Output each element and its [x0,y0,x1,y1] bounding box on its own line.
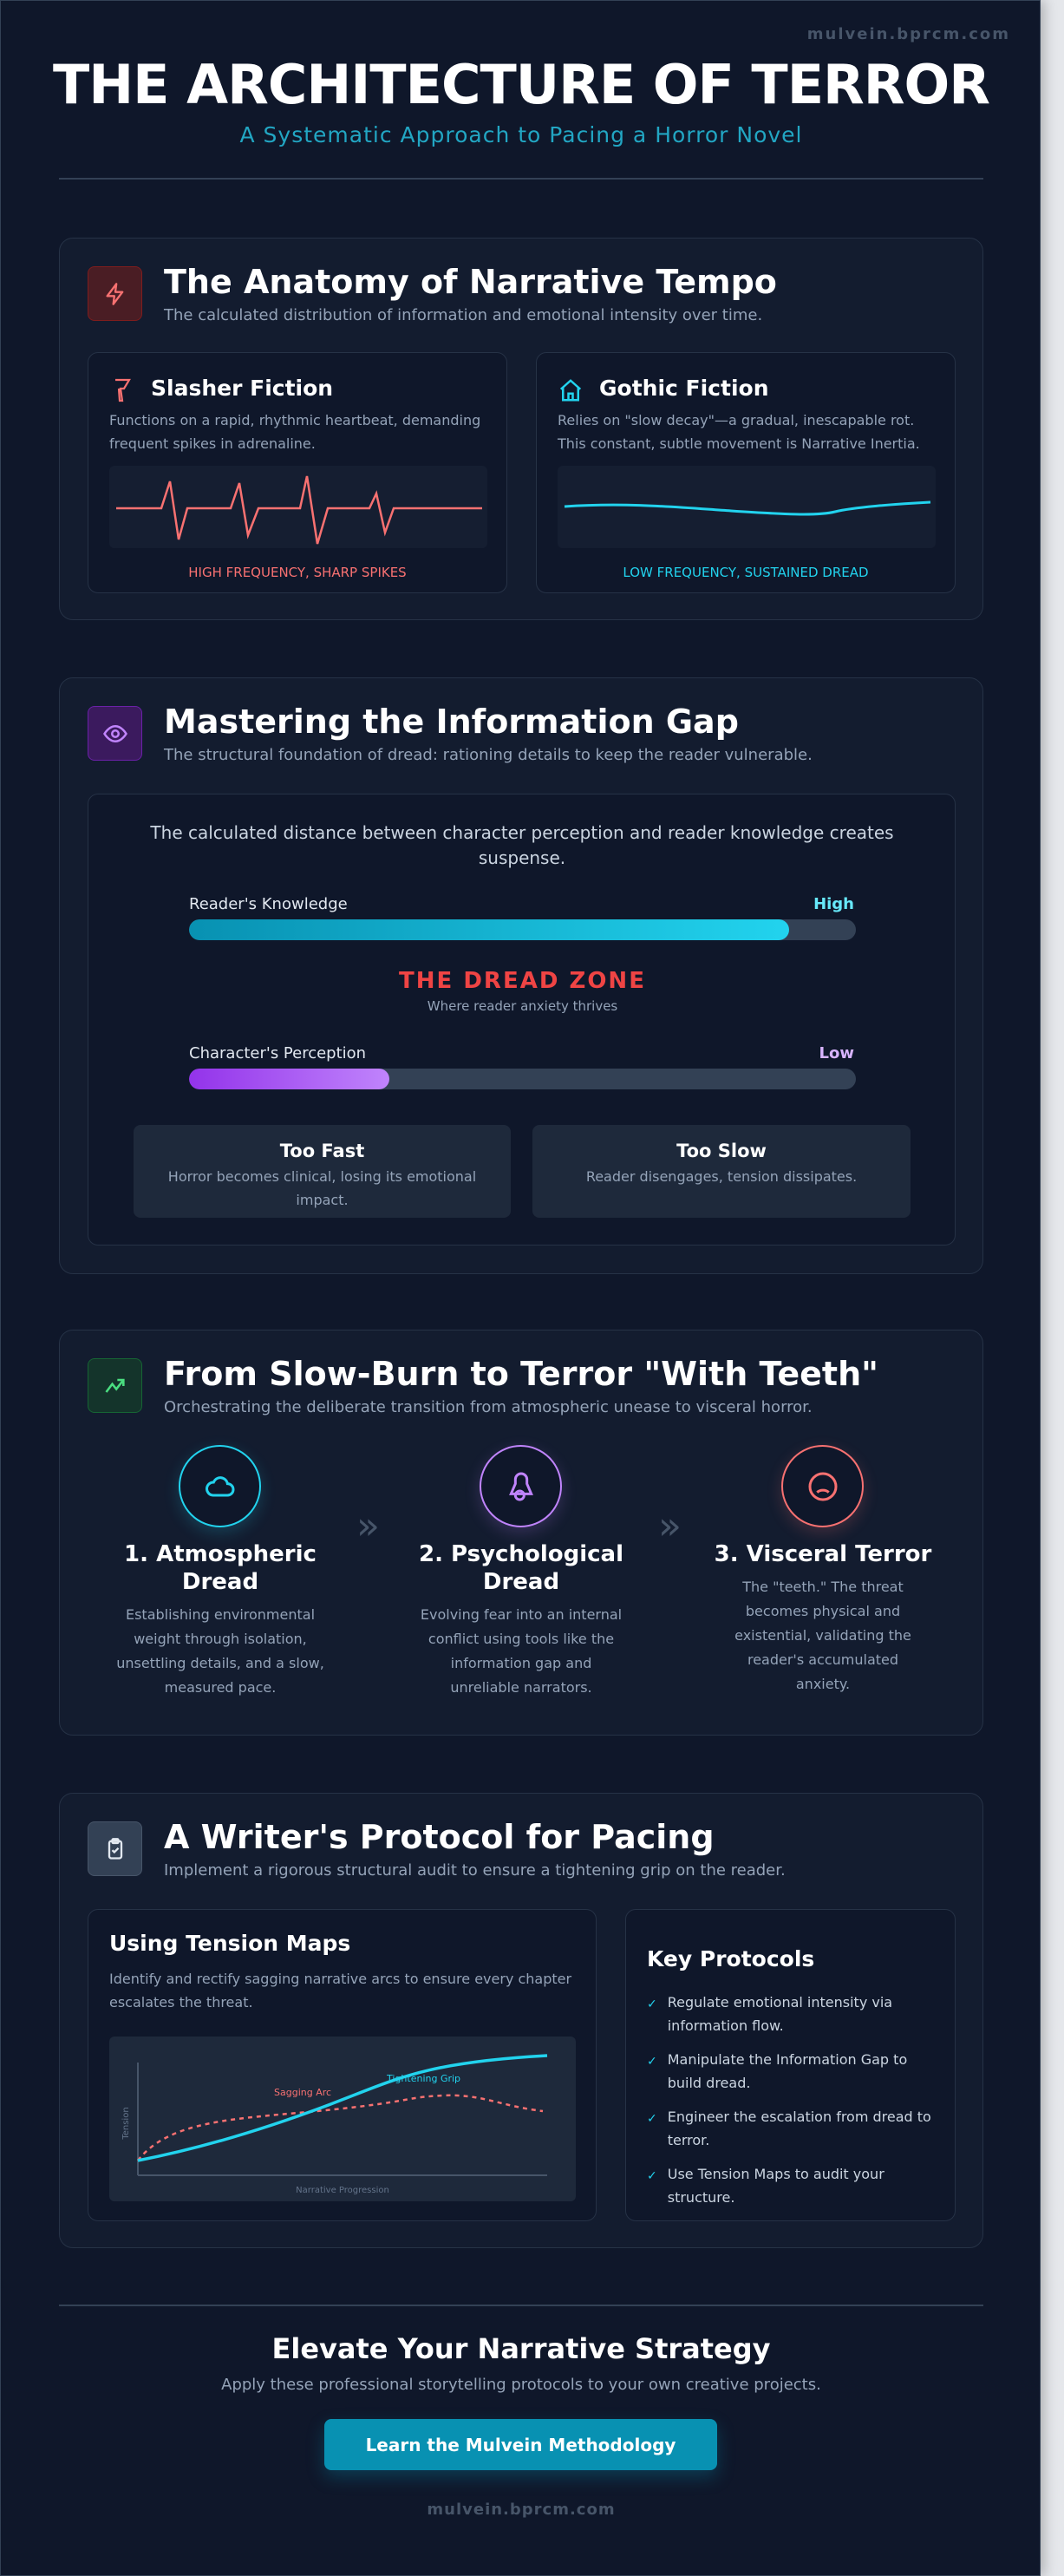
key-protocols-title: Key Protocols [647,1946,815,1971]
watermark: mulvein.bprcm.com [806,25,1010,43]
dread-zone-caption: Where reader anxiety thrives [427,998,618,1014]
frown-icon [808,1472,837,1500]
y-axis-label: Tension [121,2107,131,2140]
character-level: Low [819,1044,854,1062]
too-slow-title: Too Slow [676,1141,767,1161]
check-icon: ✓ [647,2169,657,2183]
gothic-label: LOW FREQUENCY, SUSTAINED DREAD [623,565,869,580]
learn-methodology-button[interactable]: Learn the Mulvein Methodology [324,2419,717,2470]
stage-title: 2. Psychological Dread [419,1541,623,1595]
divider [59,2305,983,2306]
gap-intro: The calculated distance between characte… [150,822,894,868]
slasher-title: Slasher Fiction [151,376,334,401]
stage-title: 3. Visceral Terror [714,1541,932,1567]
footer-text: Apply these professional storytelling pr… [221,2376,821,2394]
protocol-item: ✓ Regulate emotional intensity via inform… [647,1991,934,2037]
check-icon: ✓ [647,2055,657,2069]
character-perception-bar [189,1069,856,1089]
footer-url: mulvein.bprcm.com [427,2501,616,2519]
cloud-icon [205,1475,234,1496]
too-fast-text: Horror becomes clinical, losing its emot… [167,1168,477,1208]
dread-zone-title: THE DREAD ZONE [399,968,646,994]
chevrons-right-icon: » [658,1504,682,1548]
too-slow-box: Too Slow Reader disengages, tension diss… [532,1125,911,1218]
decay-wave [558,466,936,548]
protocol-item: ✓ Use Tension Maps to audit your structur… [647,2162,934,2209]
protocol-item: ✓ Manipulate the Information Gap to build… [647,2048,934,2095]
stage-description: Evolving fear into an internal conflict … [420,1606,623,1696]
clipboard-check-icon [88,1821,142,1876]
protocol-item: ✓ Engineer the escalation from dread to t… [647,2105,934,2152]
stage-title: 1. Atmospheric Dread [124,1541,317,1595]
slasher-label: HIGH FREQUENCY, SHARP SPIKES [188,565,407,580]
tempo-section: The Anatomy of Narrative Tempo The calcu… [59,238,983,620]
tightening-grip-label: Tightening Grip [386,2073,460,2084]
footer-title: Elevate Your Narrative Strategy [271,2332,771,2365]
too-slow-text: Reader disengages, tension dissipates. [585,1168,858,1185]
character-label: Character's Perception [189,1044,367,1062]
gap-section: Mastering the Information Gap The struct… [59,677,983,1274]
tension-maps-card: Using Tension Maps Identify and rectify … [88,1909,597,2221]
protocol-text: Use Tension Maps to audit your structure… [667,2166,884,2206]
sagging-arc-label: Sagging Arc [274,2087,331,2098]
knife-icon [115,378,131,402]
brain-stage-circle [480,1445,562,1527]
key-protocols-card: Key Protocols ✓ Regulate emotional intens… [625,1909,956,2221]
tension-map-chart: Sagging Arc Tightening Grip Tension Narr… [109,2037,576,2201]
section-title: From Slow-Burn to Terror "With Teeth" [164,1355,878,1393]
check-icon: ✓ [647,1997,657,2011]
page-subtitle: A Systematic Approach to Pacing a Horror… [239,122,803,147]
protocol-text: Engineer the escalation from dread to te… [667,2109,931,2148]
check-icon: ✓ [647,2112,657,2126]
reader-level: High [813,895,854,913]
tightening-grip-line [137,2054,548,2162]
protocol-text: Regulate emotional intensity via informa… [667,1994,893,2034]
x-axis-label: Narrative Progression [296,2186,389,2195]
sagging-arc-line [137,2094,544,2161]
section-subtitle: Implement a rigorous structural audit to… [164,1861,786,1880]
protocol-text: Manipulate the Information Gap to build … [667,2051,908,2091]
protocol-section: A Writer's Protocol for Pacing Implement… [59,1793,983,2248]
house-icon [559,379,582,402]
slasher-text: Functions on a rapid, rhythmic heartbeat… [109,412,481,452]
section-title: The Anatomy of Narrative Tempo [164,263,777,301]
section-subtitle: The calculated distribution of informati… [164,306,763,324]
divider [59,178,983,180]
tension-maps-text: Identify and rectify sagging narrative a… [109,1971,572,2010]
section-subtitle: The structural foundation of dread: rati… [164,746,813,764]
gothic-card: Gothic Fiction Relies on "slow decay"—a … [536,352,956,593]
section-title: A Writer's Protocol for Pacing [164,1818,715,1856]
reader-knowledge-bar [189,919,856,940]
cloud-stage-circle [179,1445,261,1527]
chevrons-right-icon: » [356,1504,380,1548]
brain-icon [508,1471,533,1500]
bolt-icon [88,266,142,321]
gothic-text: Relies on "slow decay"—a gradual, inesca… [558,412,920,452]
reader-label: Reader's Knowledge [189,895,348,913]
stage-description: Establishing environmental weight throug… [116,1606,324,1696]
gothic-title: Gothic Fiction [599,376,769,401]
too-fast-title: Too Fast [279,1141,365,1161]
gap-panel: The calculated distance between characte… [88,794,956,1246]
tension-maps-title: Using Tension Maps [109,1931,351,1956]
page-title: THE ARCHITECTURE OF TERROR [53,53,990,116]
too-fast-box: Too Fast Horror becomes clinical, losing… [134,1125,511,1218]
heartbeat-wave [109,466,487,548]
slow-burn-section: From Slow-Burn to Terror "With Teeth" Or… [59,1330,983,1736]
frown-stage-circle [781,1445,864,1527]
stage-description: The "teeth." The threat becomes physical… [734,1579,911,1692]
infographic-page: mulvein.bprcm.com THE ARCHITECTURE OF TE… [0,0,1041,2576]
section-title: Mastering the Information Gap [164,703,739,741]
slasher-card: Slasher Fiction Functions on a rapid, rh… [88,352,507,593]
section-subtitle: Orchestrating the deliberate transition … [164,1398,813,1416]
eye-icon [88,706,142,761]
trending-up-icon [88,1358,142,1413]
